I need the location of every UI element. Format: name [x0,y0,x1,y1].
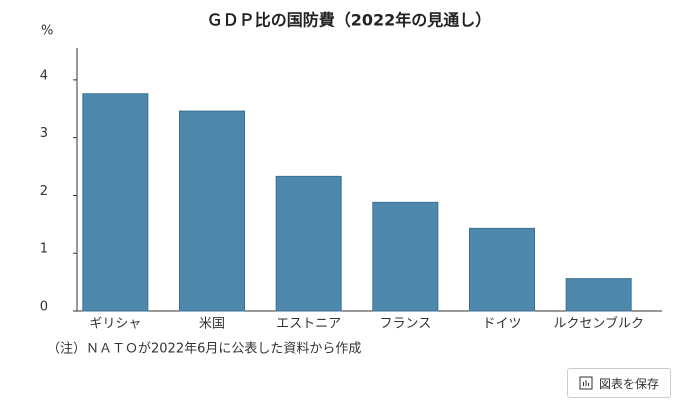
x-tick-label: ギリシャ [89,317,141,332]
y-tick-label: 2 [40,184,48,199]
bar [82,93,149,312]
x-tick-label: エストニア [276,317,341,332]
bar [469,227,535,312]
y-tick-label: 0 [40,300,48,315]
x-tick-label: フランス [379,317,431,332]
y-tick-label: 3 [40,126,48,141]
bar [565,278,632,312]
x-tick-label: 米国 [199,317,225,332]
save-button-label: 図表を保存 [598,376,659,391]
bar [372,201,439,312]
y-tick-label: 4 [40,68,48,83]
x-tick-label: ルクセンブルク [553,316,644,332]
save-button[interactable]: 図表を保存 [567,368,671,398]
y-tick-label: 1 [40,242,48,257]
bar [179,110,245,312]
chart-title: ＧＤＰ比の国防費（2022年の見通し） [207,11,492,30]
y-unit: % [41,24,53,39]
bar [275,175,342,312]
chart-icon [579,376,593,390]
x-tick-label: ドイツ [482,317,521,332]
note: （注）ＮＡＴＯが2022年6月に公表した資料から作成 [47,342,361,357]
